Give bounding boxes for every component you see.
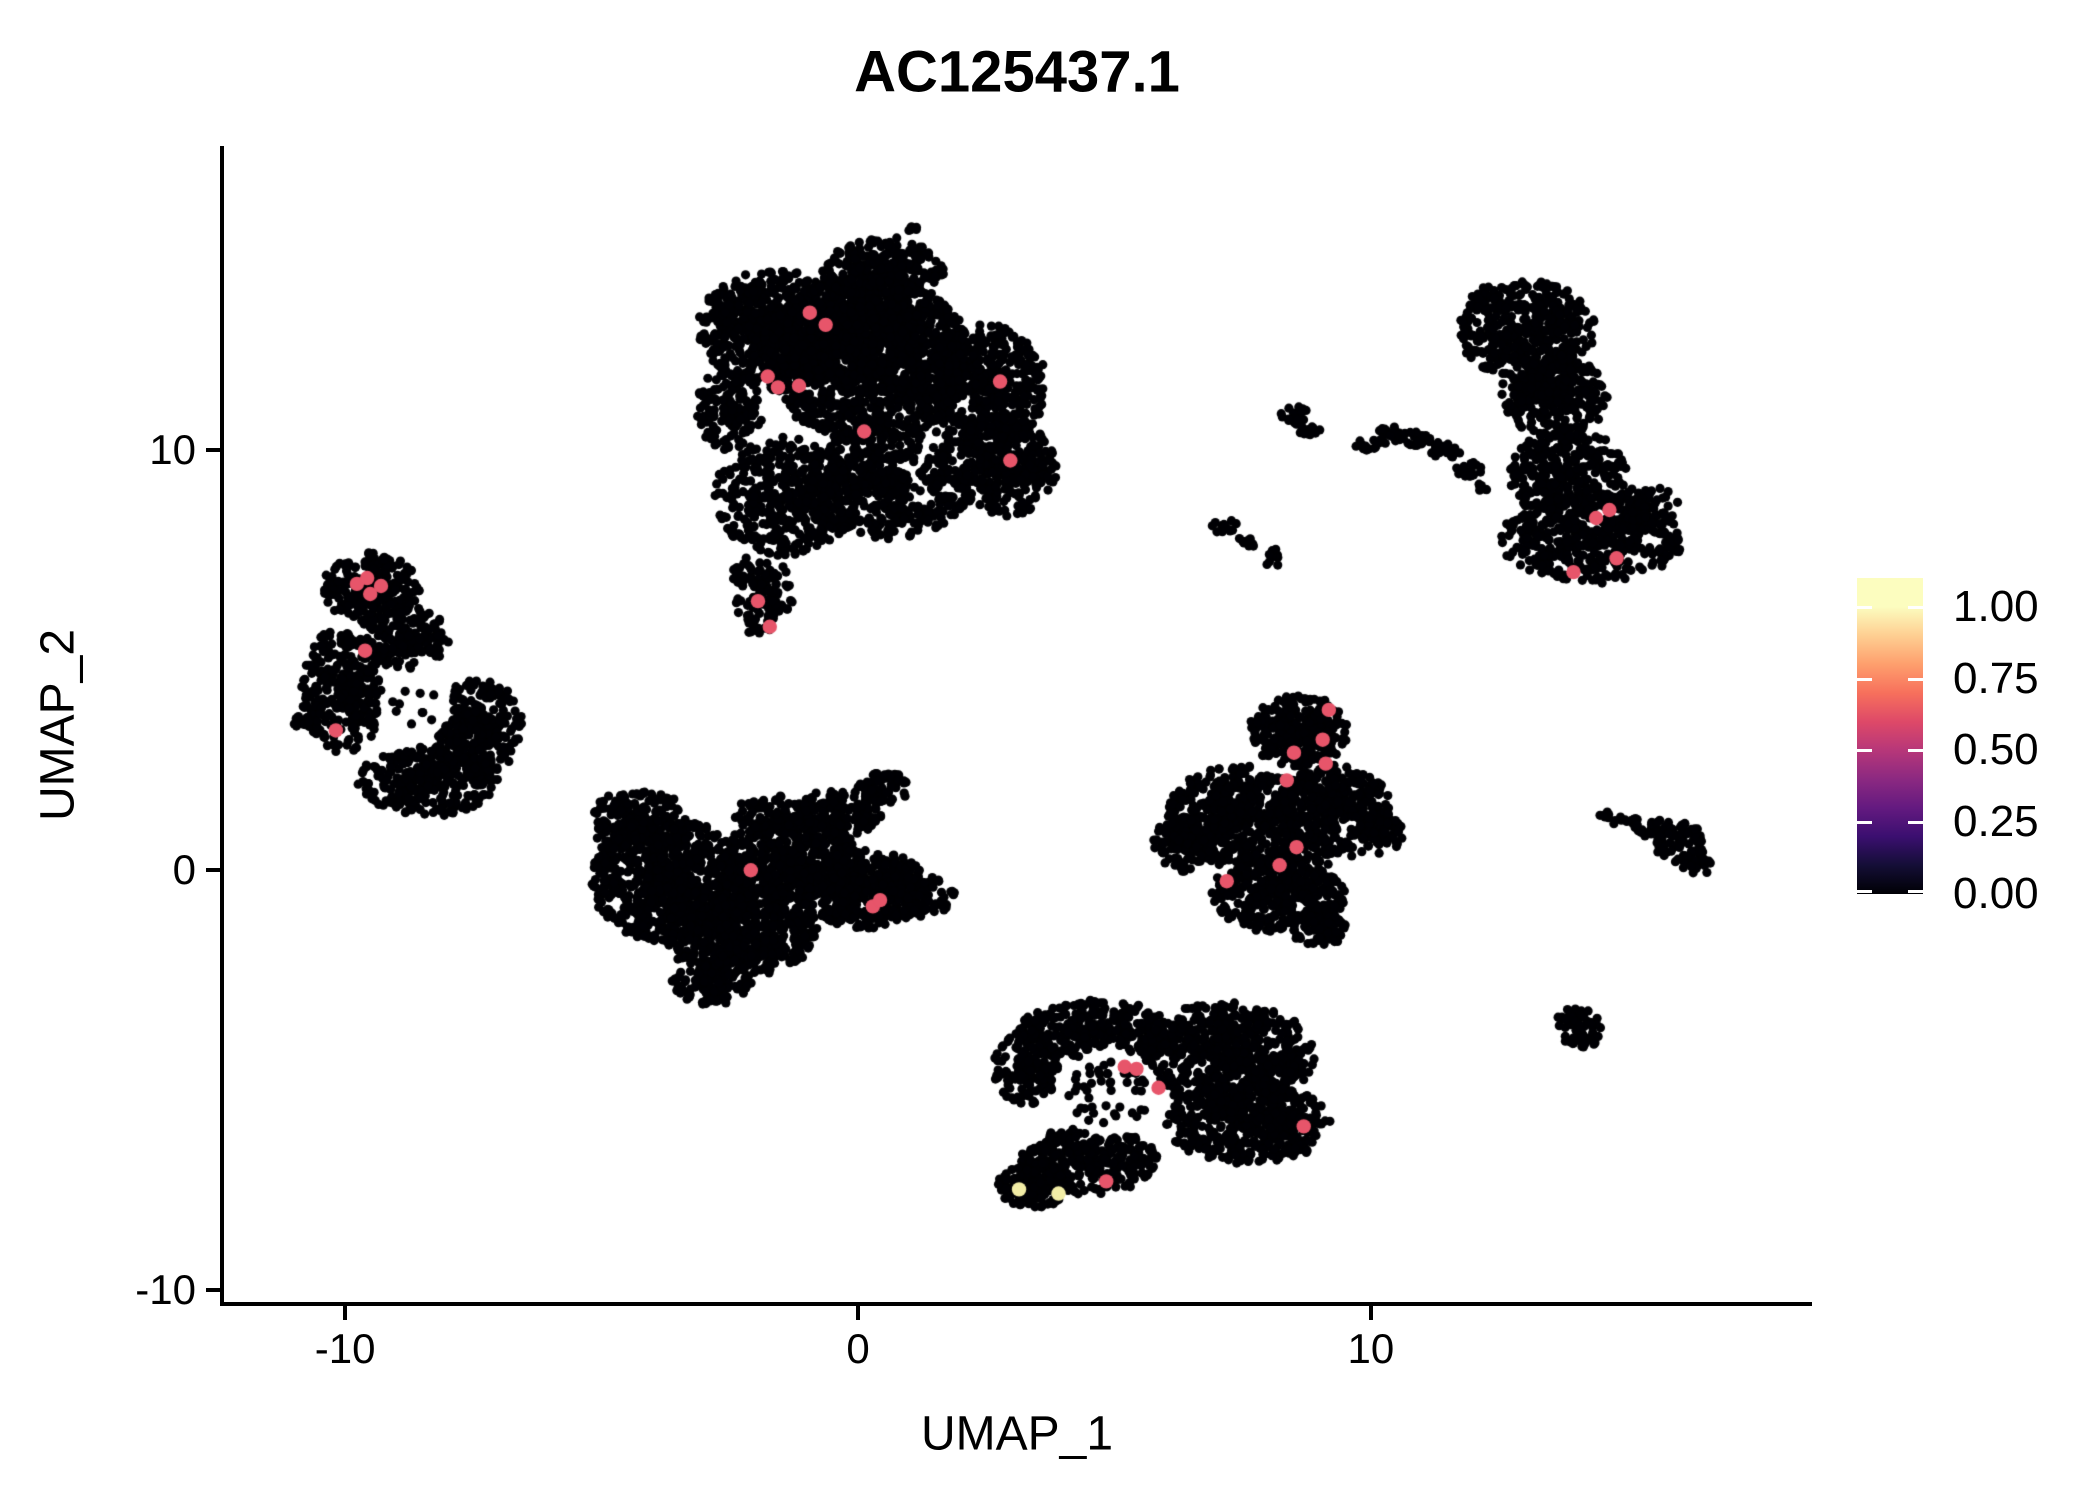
x-tick-label: -10 bbox=[314, 1325, 376, 1372]
legend-tick-mark bbox=[1908, 821, 1923, 825]
x-tick-mark bbox=[1368, 1306, 1373, 1320]
y-tick-label: -10 bbox=[135, 1266, 196, 1314]
x-axis-title: UMAP_1 bbox=[920, 1407, 1114, 1461]
y-tick-mark bbox=[206, 448, 220, 453]
legend-tick-label: 0.75 bbox=[1953, 653, 2039, 703]
y-tick-label: 10 bbox=[149, 426, 196, 474]
legend-tick-mark bbox=[1857, 821, 1872, 825]
y-axis-title: UMAP_2 bbox=[31, 628, 85, 822]
legend-tick-label: 1.00 bbox=[1953, 581, 2039, 631]
y-tick-label: 0 bbox=[172, 846, 196, 894]
y-tick-mark bbox=[206, 1288, 220, 1293]
y-tick-mark bbox=[206, 868, 220, 873]
legend-tick-label: 0.00 bbox=[1953, 869, 2039, 918]
x-axis-line bbox=[220, 1302, 1812, 1306]
legend-tick-mark bbox=[1908, 605, 1923, 609]
legend-tick-mark bbox=[1908, 677, 1923, 681]
legend-tick-label: 0.25 bbox=[1953, 797, 2039, 847]
legend-tick-mark bbox=[1857, 890, 1872, 893]
legend-tick-mark bbox=[1857, 749, 1872, 753]
legend-tick-mark bbox=[1908, 890, 1923, 893]
y-axis-line bbox=[220, 146, 224, 1306]
legend-tick-mark bbox=[1908, 749, 1923, 753]
legend-tick-mark bbox=[1857, 605, 1872, 609]
plot-title: AC125437.1 bbox=[854, 39, 1180, 105]
x-tick-label: 10 bbox=[1347, 1325, 1395, 1372]
legend-tick-mark bbox=[1857, 677, 1872, 681]
x-tick-mark bbox=[856, 1306, 860, 1320]
x-tick-label: 0 bbox=[846, 1325, 870, 1372]
legend-colorbar bbox=[1857, 578, 1923, 894]
x-tick-mark bbox=[343, 1306, 348, 1320]
legend-tick-label: 0.50 bbox=[1953, 725, 2039, 775]
